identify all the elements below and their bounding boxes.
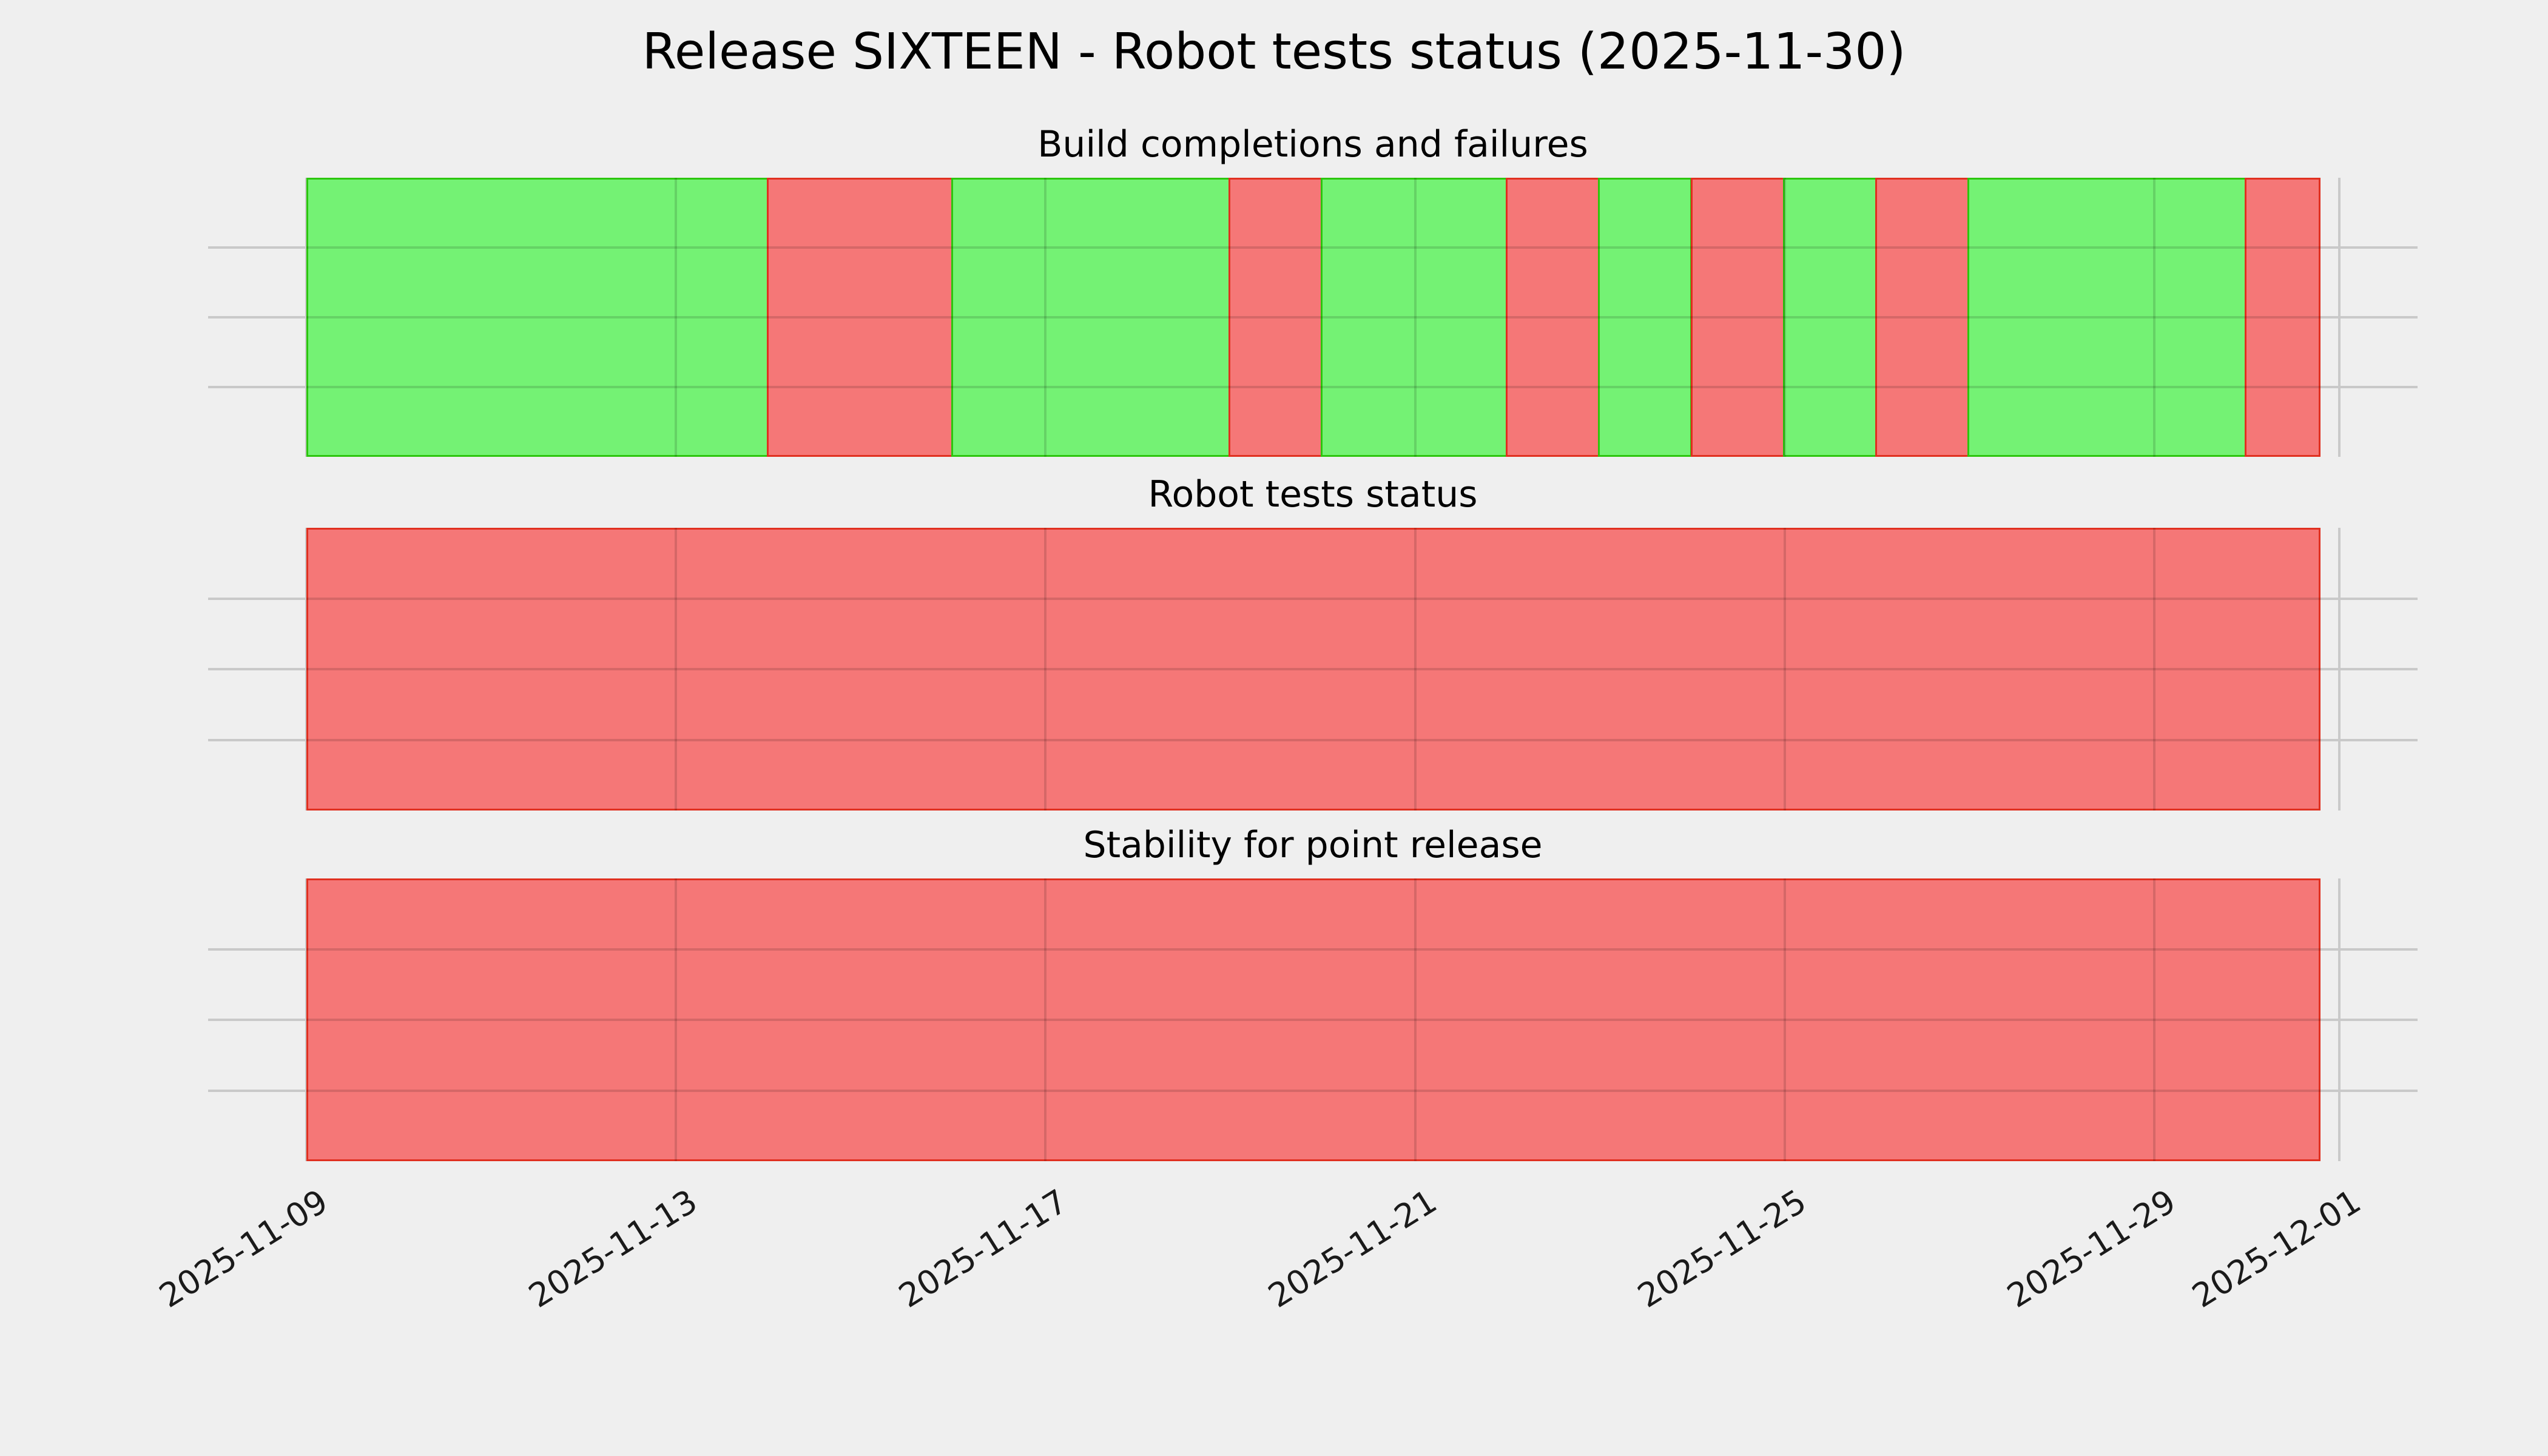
x-gridline-tint	[1414, 178, 1417, 457]
y-gridline-tint	[306, 316, 2321, 318]
x-gridline-tint	[1783, 878, 1786, 1161]
status-bar-row	[306, 528, 2321, 811]
x-gridline-tint	[1783, 528, 1786, 811]
x-gridline-tint	[675, 878, 678, 1161]
y-gridline-tint	[306, 1019, 2321, 1021]
x-tick-label: 2025-11-13	[522, 1182, 704, 1316]
status-segment-fail	[1505, 178, 1600, 457]
x-gridline-tint	[2153, 878, 2155, 1161]
status-segment-fail	[2245, 178, 2321, 457]
x-gridline-tint	[675, 178, 678, 457]
y-gridline-tint	[306, 386, 2321, 388]
status-segment-fail	[306, 878, 2321, 1161]
x-gridline-tint	[1783, 178, 1786, 457]
x-gridline	[2337, 528, 2341, 811]
x-tick-label: 2025-11-21	[1261, 1182, 1443, 1316]
x-gridline-tint	[2153, 178, 2155, 457]
status-segment-pass	[306, 178, 769, 457]
chart-title: Release SIXTEEN - Robot tests status (20…	[642, 23, 1906, 81]
panel-axes-build-completions	[208, 178, 2418, 457]
x-gridline-tint	[1044, 528, 1047, 811]
status-segment-fail	[306, 528, 2321, 811]
status-segment-pass	[1967, 178, 2247, 457]
status-segment-fail	[766, 178, 954, 457]
x-gridline-tint	[1044, 178, 1047, 457]
y-gridline-tint	[306, 1089, 2321, 1092]
status-segment-fail	[1690, 178, 1785, 457]
status-segment-pass	[1321, 178, 1508, 457]
status-bar-row	[306, 878, 2321, 1161]
x-gridline-tint	[2153, 528, 2155, 811]
x-tick-label: 2025-11-17	[892, 1182, 1074, 1316]
x-tick-label: 2025-11-09	[152, 1182, 335, 1316]
status-segment-fail	[1228, 178, 1323, 457]
panel-axes-stability	[208, 878, 2418, 1161]
x-gridline-tint	[675, 528, 678, 811]
x-tick-label: 2025-12-01	[2185, 1182, 2367, 1316]
x-tick-label: 2025-11-25	[1631, 1182, 1813, 1316]
panel-axes-robot-tests	[208, 528, 2418, 811]
y-gridline-tint	[306, 668, 2321, 670]
x-gridline	[2337, 878, 2341, 1161]
x-gridline-tint	[1414, 528, 1417, 811]
y-gridline-tint	[306, 738, 2321, 741]
panel-title-stability: Stability for point release	[1083, 824, 1543, 866]
y-gridline-tint	[306, 246, 2321, 249]
x-gridline-tint	[1414, 878, 1417, 1161]
status-bar-row	[306, 178, 2321, 457]
x-gridline	[2337, 178, 2341, 457]
y-gridline-tint	[306, 948, 2321, 951]
panel-title-robot-tests: Robot tests status	[1148, 473, 1478, 516]
x-tick-label: 2025-11-29	[2000, 1182, 2183, 1316]
y-gridline-tint	[306, 597, 2321, 600]
panel-title-build-completions: Build completions and failures	[1037, 123, 1588, 166]
x-gridline-tint	[1044, 878, 1047, 1161]
status-segment-pass	[951, 178, 1230, 457]
